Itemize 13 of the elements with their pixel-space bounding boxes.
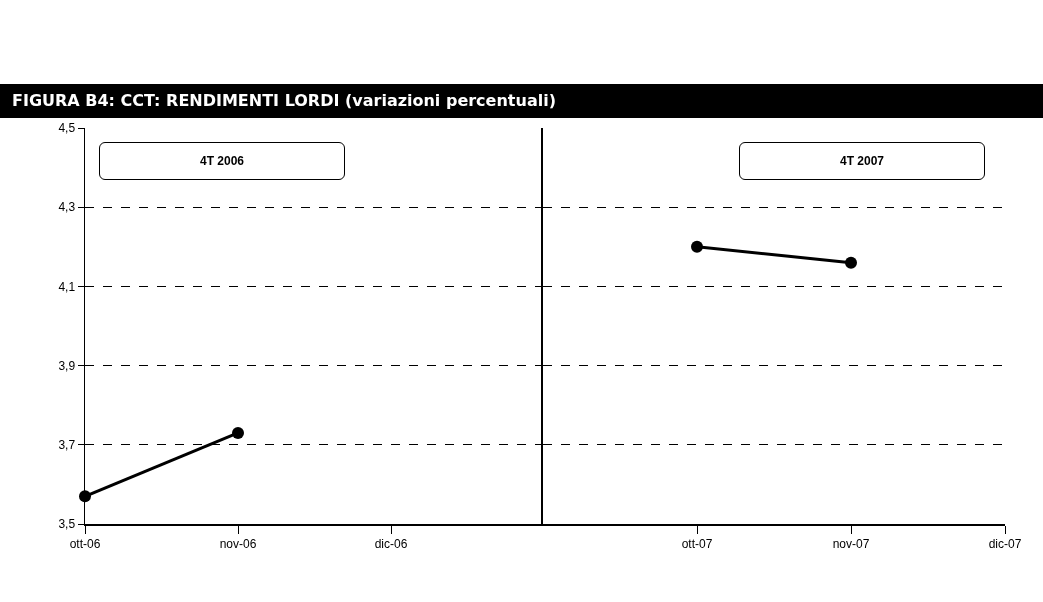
x-tick-label: ott-07 [681,536,713,551]
x-tick-label: dic-07 [988,536,1022,551]
y-tick-label: 4,3 [58,200,76,215]
x-tick-label: nov-07 [832,536,870,551]
y-tick-label: 4,5 [58,121,76,136]
y-tick-label: 3,9 [58,358,76,373]
y-tick-label: 4,1 [58,279,76,294]
y-tick-label: 3,5 [58,517,76,532]
x-tick-label: dic-06 [374,536,408,551]
chart-title: FIGURA B4: CCT: RENDIMENTI LORDI (variazioni percentuali) [0,84,1043,118]
x-tick-label: ott-06 [69,536,101,551]
y-tick-label: 3,7 [58,438,76,452]
x-tick-label: nov-06 [219,536,257,551]
